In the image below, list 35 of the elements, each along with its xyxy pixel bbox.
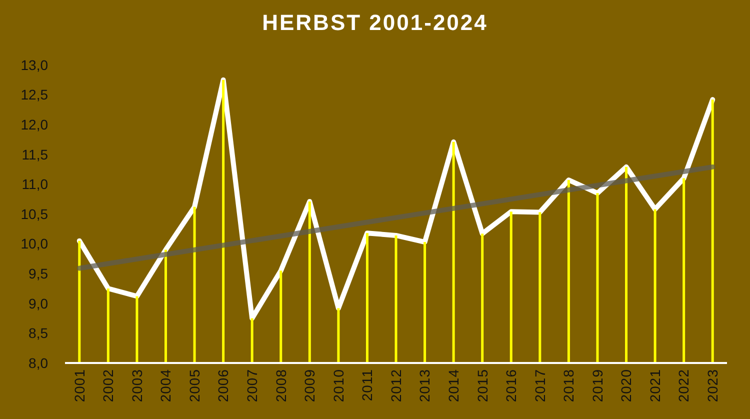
y-tick-label: 8,0 — [28, 354, 48, 371]
y-tick-label: 13,0 — [20, 56, 48, 73]
x-tick-label: 2002 — [100, 369, 116, 402]
x-tick-label: 2017 — [532, 369, 548, 402]
x-tick-label: 2014 — [445, 369, 462, 402]
x-tick-label: 2021 — [646, 369, 663, 402]
y-tick-label: 11,0 — [22, 176, 48, 192]
x-tick-label: 2004 — [158, 369, 174, 402]
x-tick-label: 2015 — [474, 369, 490, 402]
y-tick-label: 12,0 — [20, 116, 48, 132]
x-tick-label: 2018 — [560, 369, 577, 402]
x-tick-label: 2020 — [618, 369, 634, 402]
y-tick-label: 9,5 — [28, 266, 48, 282]
x-tick-label: 2012 — [388, 369, 404, 402]
x-tick-label: 2013 — [416, 369, 433, 402]
y-tick-label: 10,0 — [20, 236, 48, 252]
x-tick-label: 2009 — [302, 369, 318, 402]
x-tick-label: 2022 — [676, 369, 692, 402]
x-tick-label: 2008 — [272, 369, 289, 402]
y-tick-label: 9,0 — [28, 295, 48, 312]
x-tick-label: 2010 — [330, 369, 346, 402]
x-tick-label: 2007 — [244, 369, 260, 402]
chart-title: HERBST 2001-2024 — [262, 10, 488, 35]
x-tick-label: 2016 — [503, 369, 520, 402]
x-tick-label: 2001 — [71, 369, 88, 402]
x-tick-label: 2003 — [128, 369, 145, 402]
y-tick-label: 10,5 — [20, 206, 48, 222]
y-tick-label: 8,5 — [28, 325, 48, 342]
x-tick-label: 2005 — [186, 369, 202, 402]
x-tick-label: 2023 — [704, 369, 721, 402]
x-tick-label: 2011 — [359, 369, 376, 402]
x-tick-label: 2019 — [589, 369, 606, 402]
y-tick-label: 12,5 — [20, 86, 48, 103]
x-tick-label: 2006 — [215, 369, 232, 402]
y-tick-label: 11,5 — [22, 146, 48, 162]
